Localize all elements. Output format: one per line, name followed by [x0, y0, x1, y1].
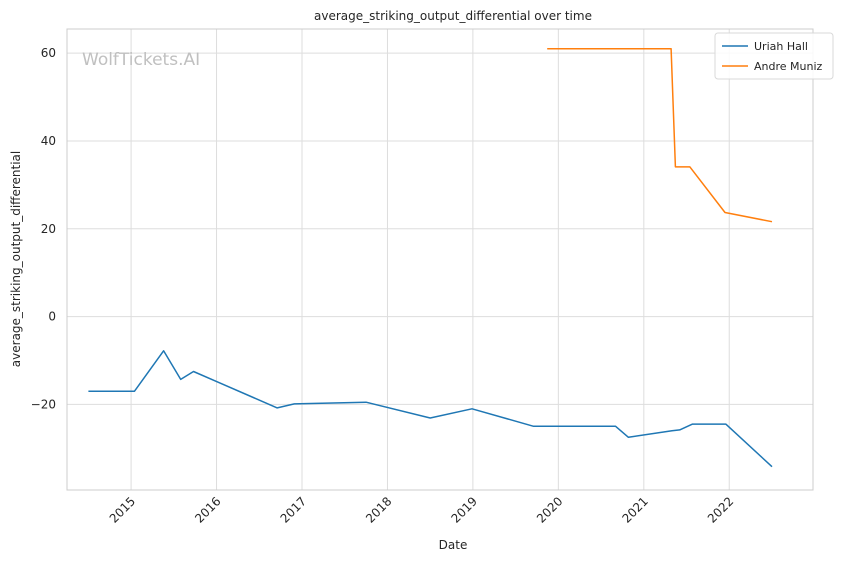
x-axis-label: Date — [439, 538, 468, 552]
y-tick-label: 40 — [41, 134, 56, 148]
legend: Uriah Hall Andre Muniz — [714, 32, 834, 80]
y-tick-label: 60 — [41, 46, 56, 60]
x-tick-label: 2015 — [107, 494, 138, 525]
legend-label-andre-muniz: Andre Muniz — [754, 60, 823, 73]
watermark-text: WolfTickets.AI — [82, 50, 200, 70]
y-axis-label: average_striking_output_differential — [9, 151, 23, 367]
y-tick-label: −20 — [31, 397, 56, 411]
grid-lines — [67, 29, 813, 490]
y-tick-label: 0 — [48, 310, 56, 324]
legend-box — [714, 32, 834, 80]
series-line-andre-muniz — [547, 48, 773, 223]
x-tick-label: 2017 — [278, 494, 309, 525]
x-tick-label: 2021 — [619, 494, 650, 525]
chart-title: average_striking_output_differential ove… — [314, 9, 592, 23]
series-lines — [88, 48, 773, 468]
y-tick-label: 20 — [41, 222, 56, 236]
x-tick-label: 2022 — [705, 494, 736, 525]
legend-label-uriah-hall: Uriah Hall — [754, 40, 808, 53]
x-tick-label: 2016 — [192, 494, 223, 525]
x-tick-label: 2018 — [363, 494, 394, 525]
axis-ticks: 2015 2016 2017 2018 2019 2020 2021 2022 −20 0 20 40… — [31, 46, 737, 526]
plot-area — [66, 28, 814, 491]
series-line-uriah-hall — [88, 350, 773, 468]
x-tick-label: 2020 — [534, 494, 565, 525]
x-tick-label: 2019 — [449, 494, 480, 525]
